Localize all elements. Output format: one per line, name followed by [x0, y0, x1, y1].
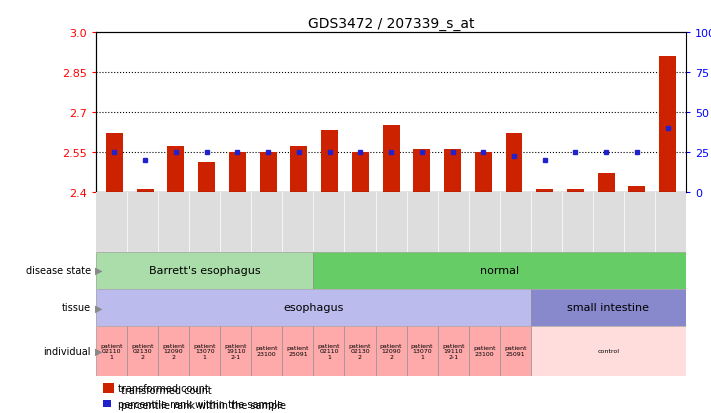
Bar: [106, 134, 123, 192]
Text: transformed count: transformed count: [121, 385, 212, 395]
Bar: [413, 150, 430, 192]
Bar: [567, 190, 584, 192]
Text: patient
02130
2: patient 02130 2: [132, 343, 154, 359]
Bar: [96, 326, 127, 376]
Bar: [158, 326, 189, 376]
Bar: [96, 289, 531, 326]
Bar: [407, 326, 438, 376]
Bar: [500, 326, 531, 376]
Text: patient
25091: patient 25091: [287, 346, 309, 356]
Text: disease state: disease state: [26, 266, 91, 275]
Text: small intestine: small intestine: [567, 303, 649, 313]
Text: tissue: tissue: [62, 303, 91, 313]
Text: Barrett's esophagus: Barrett's esophagus: [149, 266, 260, 275]
Text: ▶: ▶: [95, 346, 102, 356]
Bar: [314, 252, 686, 289]
Bar: [375, 326, 407, 376]
Text: patient
02130
2: patient 02130 2: [348, 343, 371, 359]
Bar: [629, 187, 646, 192]
Text: patient
23100: patient 23100: [473, 346, 496, 356]
Text: patient
23100: patient 23100: [255, 346, 278, 356]
Text: patient
02110
1: patient 02110 1: [318, 343, 340, 359]
Bar: [598, 173, 614, 192]
Text: individual: individual: [43, 346, 91, 356]
Bar: [536, 190, 553, 192]
Text: patient
02110
1: patient 02110 1: [100, 343, 123, 359]
Text: patient
12090
2: patient 12090 2: [380, 343, 402, 359]
Text: ▶: ▶: [95, 303, 102, 313]
Bar: [251, 326, 282, 376]
Text: patient
25091: patient 25091: [504, 346, 527, 356]
Bar: [531, 289, 686, 326]
Bar: [260, 152, 277, 192]
Bar: [506, 134, 523, 192]
Bar: [189, 326, 220, 376]
Text: percentile rank within the sample: percentile rank within the sample: [118, 399, 283, 408]
Bar: [469, 326, 500, 376]
Bar: [314, 326, 344, 376]
Bar: [352, 152, 369, 192]
Text: normal: normal: [480, 266, 519, 275]
Text: transformed count: transformed count: [118, 383, 209, 393]
Bar: [96, 252, 314, 289]
Text: control: control: [597, 349, 619, 354]
Bar: [438, 326, 469, 376]
Bar: [168, 147, 184, 192]
Bar: [444, 150, 461, 192]
Text: patient
13070
1: patient 13070 1: [193, 343, 216, 359]
Bar: [659, 57, 676, 192]
Bar: [282, 326, 314, 376]
Bar: [321, 131, 338, 192]
Bar: [383, 126, 400, 192]
Text: patient
12090
2: patient 12090 2: [162, 343, 185, 359]
Bar: [103, 400, 111, 407]
Bar: [475, 152, 492, 192]
Bar: [127, 326, 158, 376]
Bar: [220, 326, 251, 376]
Title: GDS3472 / 207339_s_at: GDS3472 / 207339_s_at: [308, 17, 474, 31]
Bar: [103, 383, 114, 393]
Text: ▶: ▶: [95, 266, 102, 275]
Bar: [229, 152, 246, 192]
Bar: [344, 326, 375, 376]
Text: esophagus: esophagus: [283, 303, 343, 313]
Bar: [198, 163, 215, 192]
Bar: [531, 326, 686, 376]
Text: percentile rank within the sample: percentile rank within the sample: [121, 400, 286, 410]
Text: patient
19110
2-1: patient 19110 2-1: [225, 343, 247, 359]
Text: patient
19110
2-1: patient 19110 2-1: [442, 343, 464, 359]
Text: patient
13070
1: patient 13070 1: [411, 343, 434, 359]
Bar: [290, 147, 307, 192]
Bar: [137, 190, 154, 192]
